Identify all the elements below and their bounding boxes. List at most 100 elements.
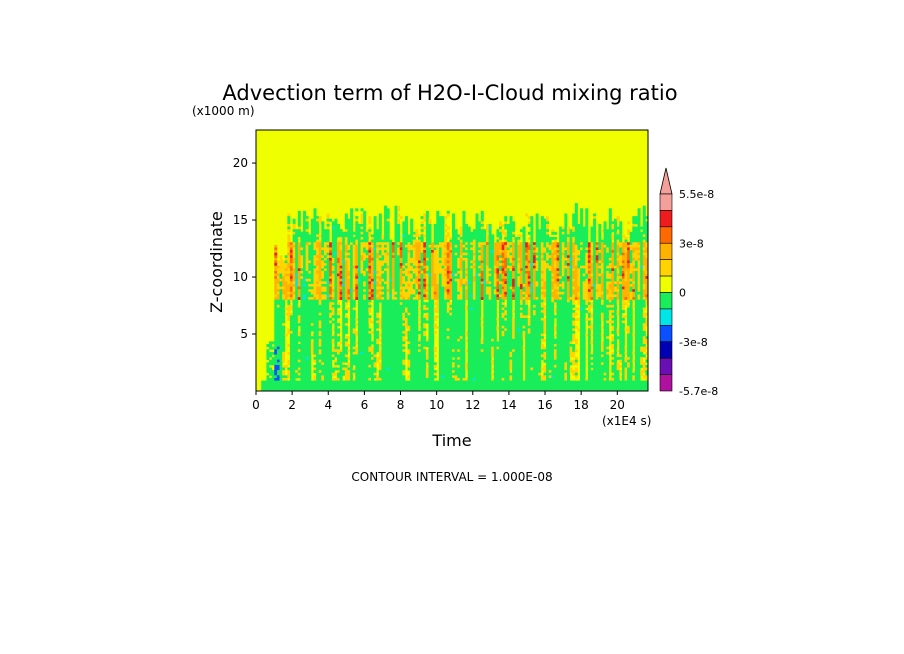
contour-cell bbox=[433, 307, 440, 311]
contour-cell bbox=[606, 320, 615, 324]
contour-cell bbox=[501, 276, 508, 280]
contour-cell bbox=[438, 328, 448, 332]
contour-cell bbox=[350, 257, 354, 261]
contour-cell bbox=[274, 268, 278, 272]
contour-cell bbox=[433, 242, 440, 246]
contour-cell bbox=[423, 323, 427, 327]
contour-cell bbox=[496, 255, 500, 259]
contour-cell bbox=[373, 247, 377, 251]
contour-cell bbox=[360, 278, 369, 282]
contour-cell bbox=[606, 297, 610, 301]
contour-cell bbox=[297, 210, 301, 214]
contour-cell bbox=[533, 294, 537, 298]
contour-cell bbox=[593, 218, 597, 222]
contour-cell bbox=[389, 276, 393, 280]
contour-cell bbox=[347, 239, 356, 243]
contour-cell bbox=[598, 234, 602, 238]
contour-cell bbox=[611, 359, 618, 363]
contour-cell bbox=[287, 226, 291, 230]
contour-cell bbox=[321, 302, 330, 306]
contour-cell bbox=[559, 229, 568, 233]
contour-cell bbox=[373, 344, 380, 348]
contour-cell bbox=[543, 252, 547, 256]
contour-cell bbox=[611, 247, 615, 251]
contour-cell bbox=[530, 328, 544, 332]
contour-cell bbox=[645, 255, 648, 259]
contour-cell bbox=[535, 270, 542, 274]
contour-cell bbox=[459, 268, 463, 272]
contour-cell bbox=[381, 252, 388, 256]
contour-cell bbox=[645, 247, 648, 251]
contour-cell bbox=[342, 307, 346, 311]
contour-cell bbox=[297, 320, 301, 324]
contour-cell bbox=[574, 237, 589, 241]
contour-cell bbox=[334, 226, 341, 230]
contour-cell bbox=[569, 370, 578, 374]
contour-cell bbox=[274, 294, 278, 298]
contour-cell bbox=[433, 364, 437, 368]
contour-cell bbox=[394, 283, 401, 287]
contour-cell bbox=[297, 370, 312, 374]
contour-cell bbox=[551, 247, 555, 251]
contour-cell bbox=[423, 268, 427, 272]
contour-cell bbox=[475, 270, 482, 274]
contour-cell bbox=[431, 255, 435, 259]
contour-cell bbox=[572, 242, 576, 246]
contour-cell bbox=[533, 260, 537, 264]
contour-cell bbox=[368, 377, 372, 381]
contour-cell bbox=[506, 260, 510, 264]
contour-cell bbox=[483, 317, 497, 321]
contour-cell bbox=[514, 317, 529, 321]
contour-cell bbox=[512, 310, 516, 314]
contour-cell bbox=[493, 242, 503, 246]
contour-cell bbox=[574, 244, 578, 248]
contour-cell bbox=[593, 310, 610, 314]
contour-cell bbox=[585, 216, 589, 220]
contour-cell bbox=[399, 252, 403, 256]
contour-cell bbox=[373, 268, 377, 272]
contour-cell bbox=[587, 273, 591, 277]
contour-cell bbox=[572, 328, 576, 332]
contour-cell bbox=[444, 263, 453, 267]
contour-cell bbox=[593, 255, 597, 259]
contour-cell bbox=[530, 310, 534, 314]
contour-cell bbox=[331, 242, 338, 246]
contour-cell bbox=[483, 250, 487, 254]
contour-cell bbox=[350, 333, 356, 337]
contour-cell bbox=[553, 278, 557, 282]
contour-cell bbox=[619, 315, 623, 319]
contour-cell bbox=[350, 273, 354, 277]
contour-cell bbox=[472, 255, 476, 259]
contour-cell bbox=[297, 291, 301, 295]
contour-cell bbox=[407, 367, 427, 371]
contour-cell bbox=[535, 242, 542, 246]
contour-cell bbox=[546, 255, 552, 259]
contour-cell bbox=[297, 330, 301, 334]
contour-cell bbox=[402, 289, 406, 293]
contour-cell bbox=[331, 333, 335, 337]
contour-cell bbox=[438, 323, 466, 327]
contour-cell bbox=[381, 341, 406, 345]
contour-cell bbox=[535, 237, 557, 241]
contour-cell bbox=[580, 359, 586, 363]
contour-cell bbox=[331, 250, 338, 254]
contour-cell bbox=[344, 341, 348, 345]
contour-cell bbox=[504, 239, 508, 243]
contour-cell bbox=[337, 257, 341, 261]
contour-cell bbox=[496, 257, 500, 261]
contour-cell bbox=[535, 257, 542, 261]
contour-cell bbox=[352, 244, 356, 248]
contour-cell bbox=[386, 244, 390, 248]
contour-cell bbox=[640, 270, 644, 274]
contour-cell bbox=[525, 375, 542, 379]
contour-cell bbox=[331, 276, 335, 280]
contour-cell bbox=[569, 354, 576, 358]
contour-cell bbox=[572, 338, 578, 342]
contour-cell bbox=[313, 294, 320, 298]
contour-cell bbox=[465, 304, 469, 308]
contour-cell bbox=[457, 338, 461, 342]
contour-cell bbox=[373, 330, 380, 334]
contour-cell bbox=[381, 294, 388, 298]
contour-cell bbox=[574, 359, 578, 363]
contour-cell bbox=[378, 221, 382, 225]
